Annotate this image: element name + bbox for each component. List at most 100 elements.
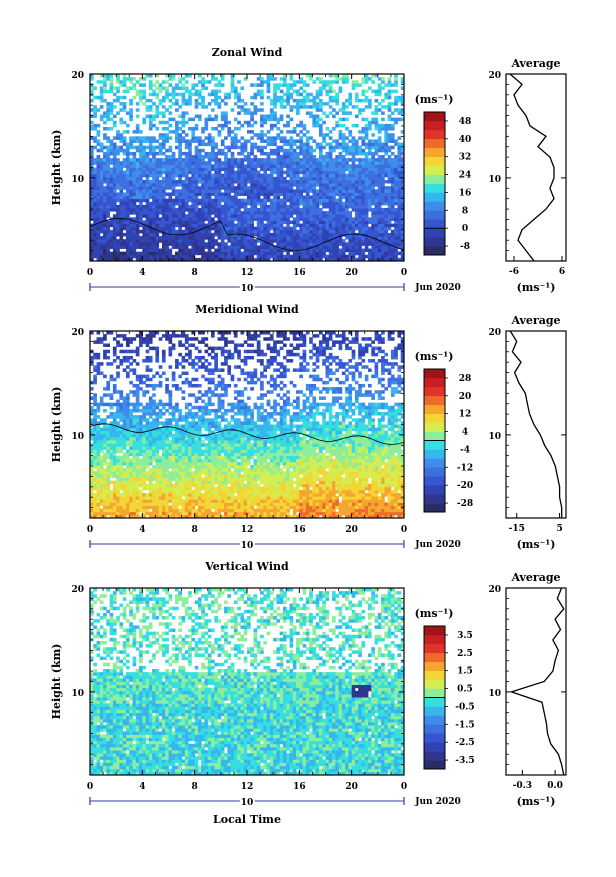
heatmap-cell bbox=[234, 224, 238, 228]
heatmap-cell bbox=[273, 118, 277, 122]
heatmap-cell bbox=[355, 506, 359, 510]
heatmap-cell bbox=[139, 155, 143, 159]
heatmap-cell bbox=[312, 168, 316, 172]
heatmap-cell bbox=[113, 136, 117, 140]
heatmap-cell bbox=[247, 139, 251, 143]
heatmap-cell bbox=[309, 202, 313, 206]
heatmap-cell bbox=[204, 152, 208, 156]
heatmap-cell bbox=[182, 220, 186, 224]
heatmap-cell bbox=[211, 174, 215, 178]
heatmap-cell bbox=[214, 506, 218, 510]
heatmap-cell bbox=[352, 171, 356, 175]
heatmap-cell bbox=[368, 255, 372, 259]
heatmap-cell bbox=[263, 208, 267, 212]
heatmap-cell bbox=[332, 208, 336, 212]
heatmap-cell bbox=[142, 245, 146, 249]
heatmap-cell bbox=[142, 249, 146, 253]
heatmap-cell bbox=[296, 102, 300, 106]
heatmap-cell bbox=[146, 171, 150, 175]
heatmap-cell bbox=[375, 208, 379, 212]
heatmap-cell bbox=[270, 233, 274, 237]
heatmap-cell bbox=[299, 217, 303, 221]
heatmap-cell bbox=[240, 99, 244, 103]
heatmap-cell bbox=[391, 196, 395, 200]
heatmap-cell bbox=[106, 199, 110, 203]
heatmap-cell bbox=[159, 202, 163, 206]
heatmap-cell bbox=[306, 189, 310, 193]
heatmap-cell bbox=[332, 158, 336, 162]
heatmap-cell bbox=[276, 118, 280, 122]
heatmap-cell bbox=[195, 99, 199, 103]
heatmap-cell bbox=[240, 512, 244, 516]
heatmap-cell bbox=[169, 124, 173, 128]
heatmap-cell bbox=[286, 161, 290, 165]
heatmap-cell bbox=[169, 136, 173, 140]
heatmap-cell bbox=[182, 180, 186, 184]
heatmap-cell bbox=[306, 224, 310, 228]
heatmap-cell bbox=[286, 96, 290, 100]
heatmap-cell bbox=[283, 239, 287, 243]
heatmap-cell bbox=[309, 164, 313, 168]
heatmap-cell bbox=[93, 217, 97, 221]
heatmap-cell bbox=[208, 143, 212, 147]
heatmap-cell bbox=[208, 502, 212, 506]
heatmap-cell bbox=[309, 171, 313, 175]
heatmap-cell bbox=[113, 239, 117, 243]
heatmap-cell bbox=[394, 230, 398, 234]
heatmap-cell bbox=[365, 174, 369, 178]
heatmap-cell bbox=[211, 177, 215, 181]
heatmap-cell bbox=[250, 239, 254, 243]
heatmap-cell bbox=[371, 80, 375, 84]
heatmap-cell bbox=[276, 202, 280, 206]
heatmap-cell bbox=[319, 512, 323, 516]
heatmap-cell bbox=[201, 512, 205, 516]
heatmap-cell bbox=[348, 152, 352, 156]
heatmap-cell bbox=[342, 217, 346, 221]
heatmap-cell bbox=[339, 174, 343, 178]
heatmap-cell bbox=[273, 227, 277, 231]
heatmap-cell bbox=[267, 196, 271, 200]
heatmap-cell bbox=[234, 506, 238, 510]
heatmap-cell bbox=[355, 227, 359, 231]
heatmap-cell bbox=[155, 211, 159, 215]
heatmap-cell bbox=[133, 189, 137, 193]
heatmap-cell bbox=[221, 236, 225, 240]
heatmap-cell bbox=[136, 245, 140, 249]
heatmap-cell bbox=[172, 158, 176, 162]
heatmap-cell bbox=[303, 180, 307, 184]
heatmap-cell bbox=[293, 143, 297, 147]
heatmap-cell bbox=[204, 499, 208, 503]
heatmap-cell bbox=[93, 502, 97, 506]
heatmap-cell bbox=[201, 255, 205, 259]
heatmap-cell bbox=[126, 180, 130, 184]
heatmap-cell bbox=[247, 239, 251, 243]
heatmap-cell bbox=[375, 217, 379, 221]
heatmap-cell bbox=[97, 208, 101, 212]
heatmap-cell bbox=[270, 136, 274, 140]
heatmap-cell bbox=[273, 171, 277, 175]
heatmap-cell bbox=[316, 118, 320, 122]
heatmap-cell bbox=[165, 136, 169, 140]
heatmap-cell bbox=[270, 102, 274, 106]
heatmap-cell bbox=[198, 143, 202, 147]
heatmap-cell bbox=[139, 236, 143, 240]
heatmap-cell bbox=[306, 509, 310, 513]
heatmap-cell bbox=[260, 249, 264, 253]
heatmap-cell bbox=[159, 499, 163, 503]
heatmap-cell bbox=[286, 189, 290, 193]
heatmap-cell bbox=[312, 186, 316, 190]
heatmap-cell bbox=[273, 180, 277, 184]
heatmap-cell bbox=[270, 220, 274, 224]
heatmap-cell bbox=[316, 205, 320, 209]
heatmap-cell bbox=[119, 108, 123, 112]
heatmap-cell bbox=[103, 242, 107, 246]
heatmap-cell bbox=[358, 509, 362, 513]
heatmap-cell bbox=[106, 202, 110, 206]
heatmap-cell bbox=[139, 189, 143, 193]
heatmap-cell bbox=[312, 211, 316, 215]
heatmap-cell bbox=[211, 146, 215, 150]
x-tick-label: 12 bbox=[241, 268, 254, 278]
heatmap-cell bbox=[263, 255, 267, 259]
heatmap-cell bbox=[129, 189, 133, 193]
heatmap-cell bbox=[391, 171, 395, 175]
